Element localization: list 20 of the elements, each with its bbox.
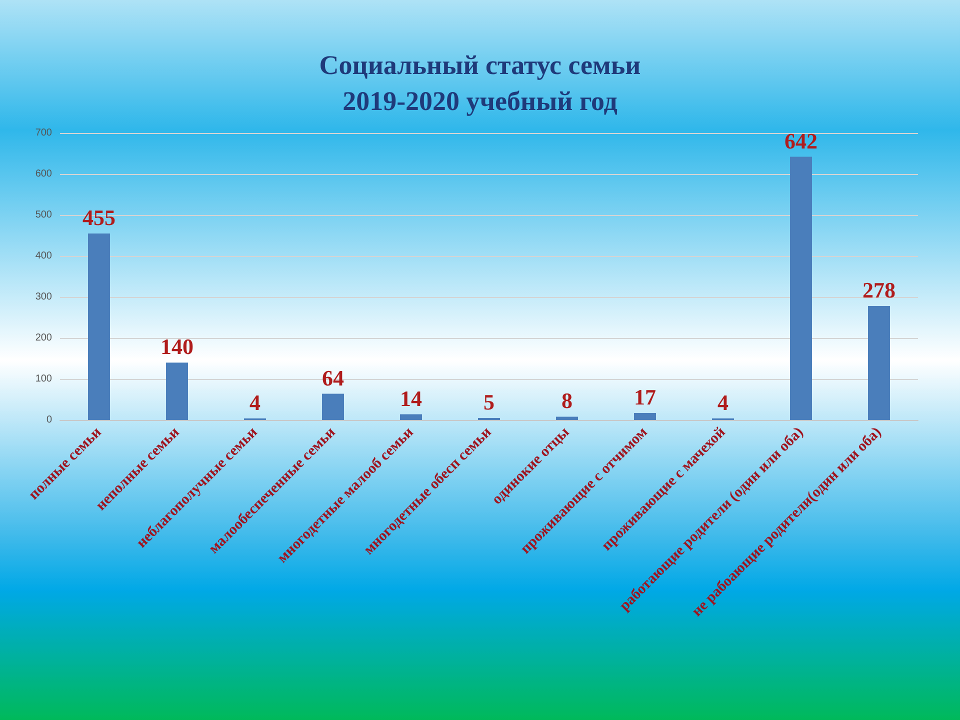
data-label: 4 bbox=[718, 390, 728, 415]
data-label: 17 bbox=[634, 384, 656, 410]
y-tick-label: 200 bbox=[35, 332, 52, 344]
data-label: 278 bbox=[862, 278, 896, 303]
data-label: 140 bbox=[160, 334, 194, 360]
data-label: 455 bbox=[82, 204, 116, 230]
y-tick-label: 300 bbox=[35, 292, 52, 302]
y-tick-label: 500 bbox=[35, 210, 52, 220]
data-label: 5 bbox=[484, 389, 494, 414]
y-tick-label: 0 bbox=[46, 414, 52, 426]
data-label: 4 bbox=[250, 390, 260, 415]
data-label: 8 bbox=[562, 388, 572, 414]
data-label: 642 bbox=[784, 128, 818, 154]
data-label: 14 bbox=[400, 386, 422, 411]
y-tick-label: 600 bbox=[35, 168, 52, 180]
y-tick-label: 700 bbox=[35, 128, 52, 138]
y-tick-label: 100 bbox=[35, 374, 52, 384]
data-label: 64 bbox=[322, 365, 344, 390]
y-tick-label: 400 bbox=[35, 250, 52, 262]
chart-title: Социальный статус семьи 2019-2020 учебный год bbox=[319, 50, 641, 116]
